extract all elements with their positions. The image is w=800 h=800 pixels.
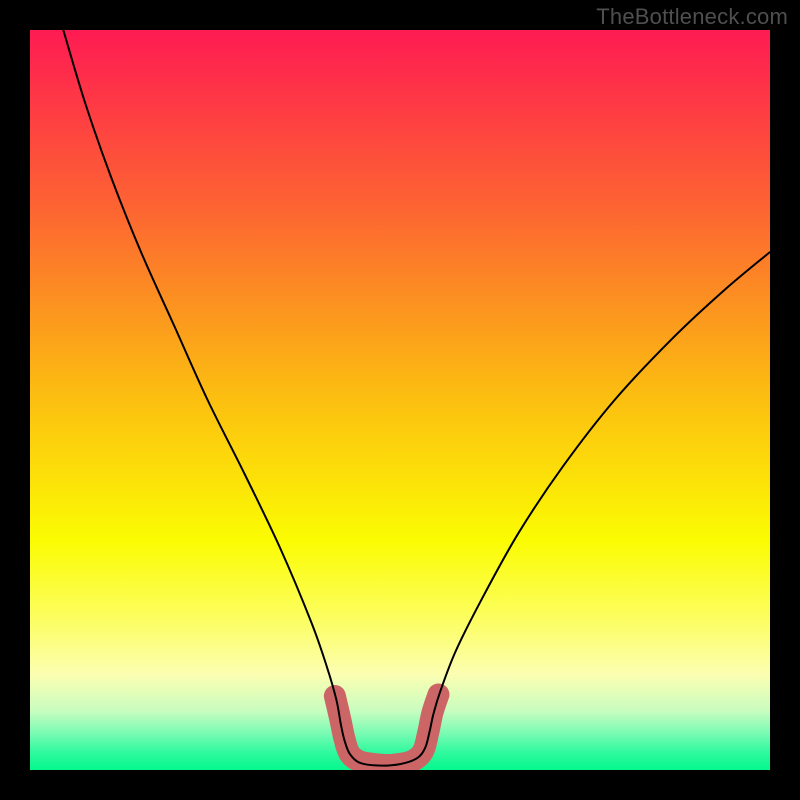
watermark-text: TheBottleneck.com bbox=[596, 4, 788, 30]
plot-area bbox=[30, 30, 770, 770]
chart-frame: TheBottleneck.com bbox=[0, 0, 800, 800]
bottleneck-curve-chart bbox=[30, 30, 770, 770]
gradient-background bbox=[30, 30, 770, 770]
